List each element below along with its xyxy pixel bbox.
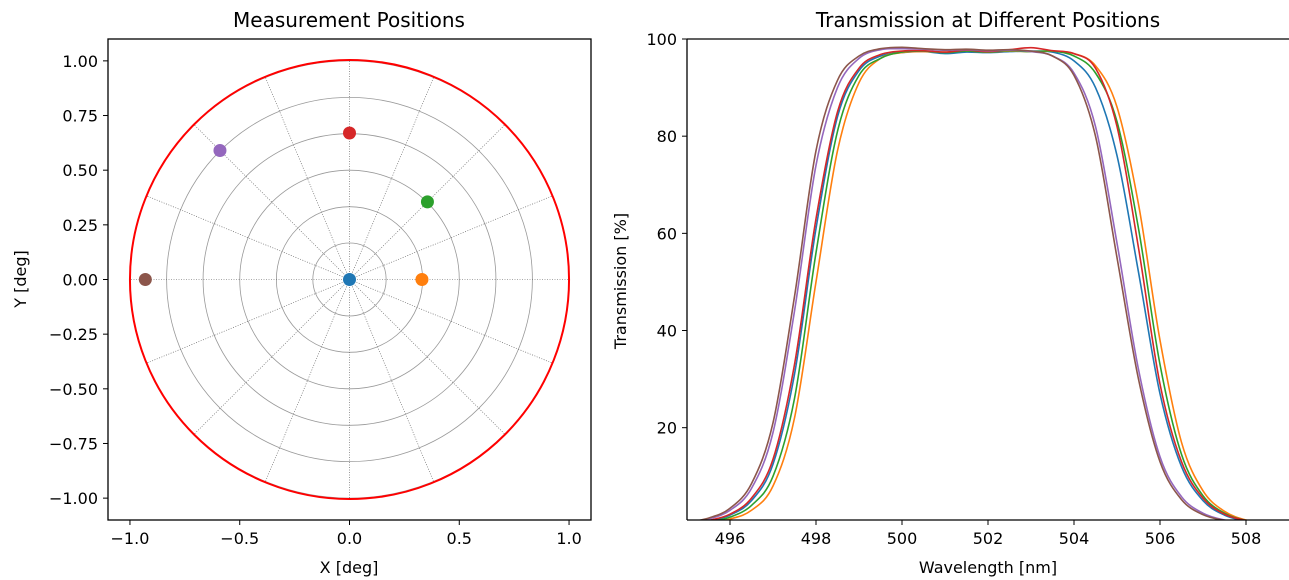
y-axis-label: Transmission [%] [611,213,630,350]
y-tick-label: 100 [646,30,677,49]
data-point [421,195,434,208]
data-point [213,144,226,157]
y-tick-label: −0.25 [49,325,98,344]
data-point [343,273,356,286]
y-axis-ticks: 20 40 60 80 100 [646,30,687,438]
grid-spoke [350,78,434,280]
x-tick-label: 500 [887,529,918,548]
y-tick-label: 40 [657,322,677,341]
x-axis-label: Wavelength [nm] [919,558,1057,577]
y-tick-label: 1.00 [62,52,98,71]
chart-title: Transmission at Different Positions [815,8,1160,32]
series-line-3 [687,51,1289,525]
data-point [415,273,428,286]
series-line-2 [687,51,1289,524]
y-tick-label: 60 [657,224,677,243]
y-tick-label: 0.50 [62,161,98,180]
x-tick-label: 508 [1231,529,1262,548]
y-tick-label: 20 [657,419,677,438]
x-axis-label: X [deg] [320,558,379,577]
x-axis-ticks: −1.0 −0.5 0.0 0.5 1.0 [111,520,582,548]
x-tick-label: 504 [1059,529,1090,548]
x-tick-label: 506 [1145,529,1176,548]
y-tick-label: −1.00 [49,489,98,508]
transmission-curves [687,47,1289,524]
y-tick-label: 80 [657,127,677,146]
y-axis-ticks: 1.00 0.75 0.50 0.25 0.00 −0.25 −0.50 −0.75 −1.00 [49,52,108,508]
y-tick-label: −0.75 [49,434,98,453]
x-tick-label: −1.0 [111,529,150,548]
series-line-1 [687,51,1289,524]
data-point [343,127,356,140]
y-axis-label: Y [deg] [11,250,30,309]
measurement-positions-panel: Measurement Positions −1.0 −0.5 0.0 0.5 1.0 … [11,8,591,577]
x-tick-label: 502 [973,529,1004,548]
y-tick-label: 0.00 [62,271,98,290]
x-tick-label: 0.0 [337,529,362,548]
x-tick-label: 498 [801,529,832,548]
x-axis-ticks: 496 498 500 502 504 506 508 [715,520,1262,548]
x-tick-label: 496 [715,529,746,548]
chart-title: Measurement Positions [233,8,465,32]
y-tick-label: 0.75 [62,107,98,126]
data-point [139,273,152,286]
x-tick-label: 0.5 [447,529,472,548]
position-markers [139,127,434,286]
x-tick-label: 1.0 [556,529,581,548]
x-tick-label: −0.5 [220,529,259,548]
y-tick-label: −0.50 [49,380,98,399]
y-tick-label: 0.25 [62,216,98,235]
transmission-panel: Transmission at Different Positions 496 4… [611,8,1289,577]
grid-spoke [265,78,349,280]
